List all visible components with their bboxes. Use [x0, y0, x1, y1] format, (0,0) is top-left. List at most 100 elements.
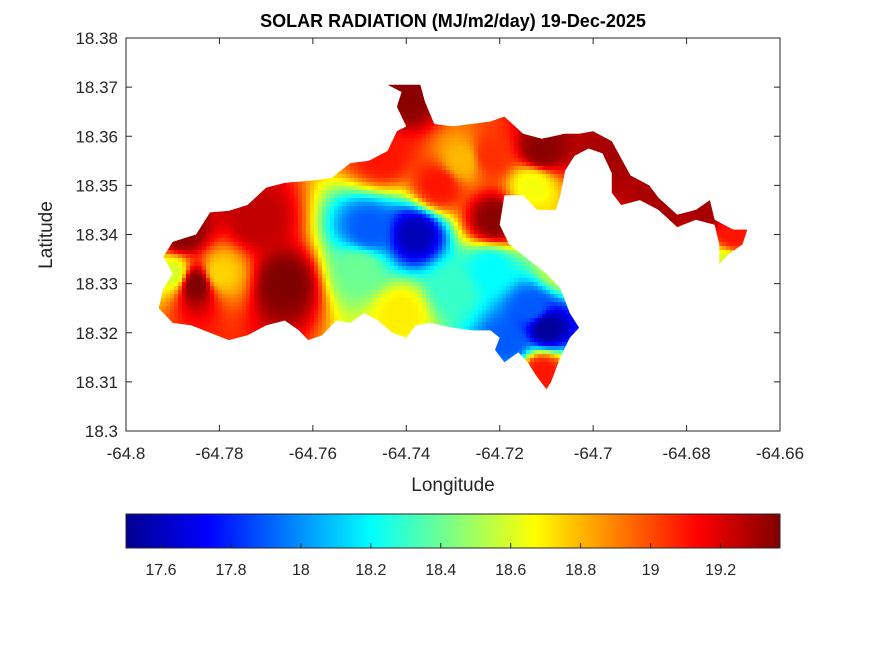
heatmap-cell	[558, 146, 563, 151]
heatmap-cell	[442, 138, 447, 143]
heatmap-cell	[422, 118, 427, 123]
heatmap-cell	[506, 150, 511, 155]
heatmap-cell	[550, 154, 555, 159]
heatmap-cell	[398, 106, 403, 111]
heatmap-cell	[414, 158, 419, 163]
heatmap-cell	[518, 142, 523, 147]
heatmap-cell	[494, 146, 499, 151]
heatmap-cell	[566, 150, 571, 155]
heatmap-cell	[486, 126, 491, 131]
heatmap-cell	[514, 154, 519, 159]
heatmap-cell	[578, 146, 583, 151]
heatmap-cell	[418, 84, 423, 87]
heatmap-cell	[418, 94, 423, 99]
heatmap-cell	[482, 126, 487, 131]
heatmap-cell	[414, 130, 419, 135]
heatmap-cell	[614, 154, 619, 159]
heatmap-cell	[398, 102, 403, 107]
heatmap-cell	[550, 146, 555, 151]
heatmap-cell	[606, 150, 611, 155]
heatmap-cell	[478, 146, 483, 151]
heatmap-cell	[414, 110, 419, 115]
heatmap-cell	[466, 146, 471, 151]
heatmap-cell	[494, 122, 499, 127]
heatmap-cell	[522, 150, 527, 155]
heatmap-cell	[518, 134, 523, 139]
heatmap-cell	[402, 106, 407, 111]
heatmap-cell	[466, 150, 471, 155]
heatmap-cell	[398, 98, 403, 103]
heatmap-cell	[422, 146, 427, 151]
heatmap-cell	[570, 154, 575, 159]
heatmap-cell	[410, 84, 415, 87]
heatmap-cell	[602, 142, 607, 147]
heatmap-cell	[414, 146, 419, 151]
heatmap-cell	[410, 98, 415, 103]
heatmap-cell	[434, 134, 439, 139]
heatmap-cell	[418, 118, 423, 123]
heatmap-cell	[522, 154, 527, 159]
heatmap-cell	[510, 134, 515, 139]
heatmap-cell	[410, 94, 415, 99]
heatmap-cell	[410, 90, 415, 95]
heatmap-cell	[414, 142, 419, 147]
heatmap-cell	[462, 130, 467, 135]
heatmap-cell	[594, 146, 599, 151]
heatmap-cell	[410, 114, 415, 119]
heatmap-cell	[514, 142, 519, 147]
heatmap-cell	[414, 106, 419, 111]
heatmap-cell	[410, 110, 415, 115]
heatmap-cell	[422, 138, 427, 143]
heatmap-cell	[418, 158, 423, 163]
heatmap-cell	[466, 134, 471, 139]
heatmap-cell	[406, 98, 411, 103]
heatmap-cell	[406, 142, 411, 147]
heatmap-cell	[418, 154, 423, 159]
heatmap-cell	[482, 138, 487, 143]
heatmap-cell	[478, 154, 483, 159]
heatmap-cell	[558, 154, 563, 159]
heatmap-cell	[478, 150, 483, 155]
heatmap-cell	[442, 130, 447, 135]
heatmap-cell	[418, 138, 423, 143]
heatmap-cell	[490, 122, 495, 127]
heatmap-cell	[470, 154, 475, 159]
heatmap-cell	[526, 154, 531, 159]
heatmap-cell	[430, 142, 435, 147]
heatmap-cell	[446, 138, 451, 143]
heatmap-cell	[502, 138, 507, 143]
heatmap-cell	[474, 138, 479, 143]
heatmap-cell	[402, 84, 407, 87]
heatmap-cell	[586, 138, 591, 143]
heatmap-cell	[510, 126, 515, 131]
heatmap-cell	[578, 142, 583, 147]
heatmap-cell	[542, 150, 547, 155]
heatmap-cell	[498, 146, 503, 151]
heatmap-cell	[570, 150, 575, 155]
heatmap-cell	[402, 142, 407, 147]
heatmap-cell	[578, 134, 583, 139]
heatmap-cell	[410, 154, 415, 159]
heatmap-cell	[510, 154, 515, 159]
heatmap-cell	[402, 90, 407, 95]
heatmap-cell	[526, 138, 531, 143]
heatmap-cell	[410, 106, 415, 111]
heatmap-cell	[490, 126, 495, 131]
heatmap-cell	[590, 130, 595, 135]
heatmap-cell	[502, 154, 507, 159]
heatmap-cell	[410, 138, 415, 143]
heatmap-cell	[402, 98, 407, 103]
heatmap-cell	[434, 142, 439, 147]
heatmap-cell	[418, 134, 423, 139]
heatmap-cell	[482, 130, 487, 135]
heatmap-cell	[474, 126, 479, 131]
heatmap-cell	[394, 154, 399, 159]
heatmap-cell	[610, 142, 615, 147]
heatmap-cell	[446, 154, 451, 159]
heatmap-cell	[498, 118, 503, 123]
heatmap-cell	[502, 126, 507, 131]
heatmap-cell	[426, 134, 431, 139]
heatmap-cell	[462, 154, 467, 159]
heatmap-cell	[566, 142, 571, 147]
heatmap-cell	[474, 142, 479, 147]
